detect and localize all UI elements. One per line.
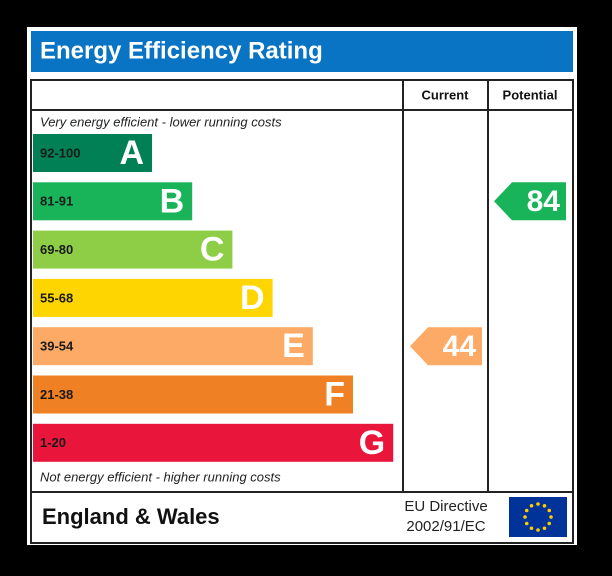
band-range: 1-20 <box>40 435 66 450</box>
eu-star <box>524 521 529 526</box>
band-letter: G <box>359 424 385 462</box>
band-range: 39-54 <box>40 339 74 354</box>
top-note: Very energy efficient - lower running co… <box>40 114 282 129</box>
eu-star <box>529 526 534 531</box>
band <box>33 134 152 172</box>
rating-value: 84 <box>527 185 561 218</box>
band <box>33 423 394 462</box>
eu-stars <box>523 502 553 532</box>
eu-star <box>529 503 534 508</box>
directive: 2002/91/EC <box>406 518 485 535</box>
band-letter: D <box>240 279 265 317</box>
band-letter: C <box>200 231 225 269</box>
band <box>33 278 273 317</box>
band <box>33 375 353 414</box>
band <box>33 182 193 221</box>
band-range: 69-80 <box>40 242 73 257</box>
eu-star <box>549 515 553 519</box>
directive: EU Directive <box>404 498 487 515</box>
band <box>33 327 313 366</box>
title-bar <box>31 31 573 72</box>
rating-value: 44 <box>443 330 477 363</box>
eu-star <box>542 503 547 508</box>
band-range: 55-68 <box>40 290 73 305</box>
eu-star <box>536 528 540 532</box>
band-range: 21-38 <box>40 387 73 402</box>
band-range: 81-91 <box>40 194 73 209</box>
eu-star <box>542 526 547 531</box>
eu-star <box>536 502 540 506</box>
column-header: Current <box>422 87 470 102</box>
band-letter: A <box>119 134 144 172</box>
band <box>33 230 233 269</box>
region: England & Wales <box>42 504 220 529</box>
eu-star <box>523 515 527 519</box>
bottom-note: Not energy efficient - higher running co… <box>40 469 281 484</box>
eu-star <box>547 521 552 526</box>
band-letter: E <box>282 327 305 365</box>
column-header: Potential <box>503 87 558 102</box>
rating-arrow <box>494 182 566 221</box>
band-letter: B <box>160 182 185 220</box>
rating-arrow <box>410 327 482 366</box>
band-letter: F <box>324 375 345 413</box>
title: Energy Efficiency Rating <box>40 37 323 64</box>
eu-star <box>547 508 552 513</box>
footer-border <box>30 491 574 544</box>
band-range: 92-100 <box>40 145 80 160</box>
eu-star <box>524 508 529 513</box>
